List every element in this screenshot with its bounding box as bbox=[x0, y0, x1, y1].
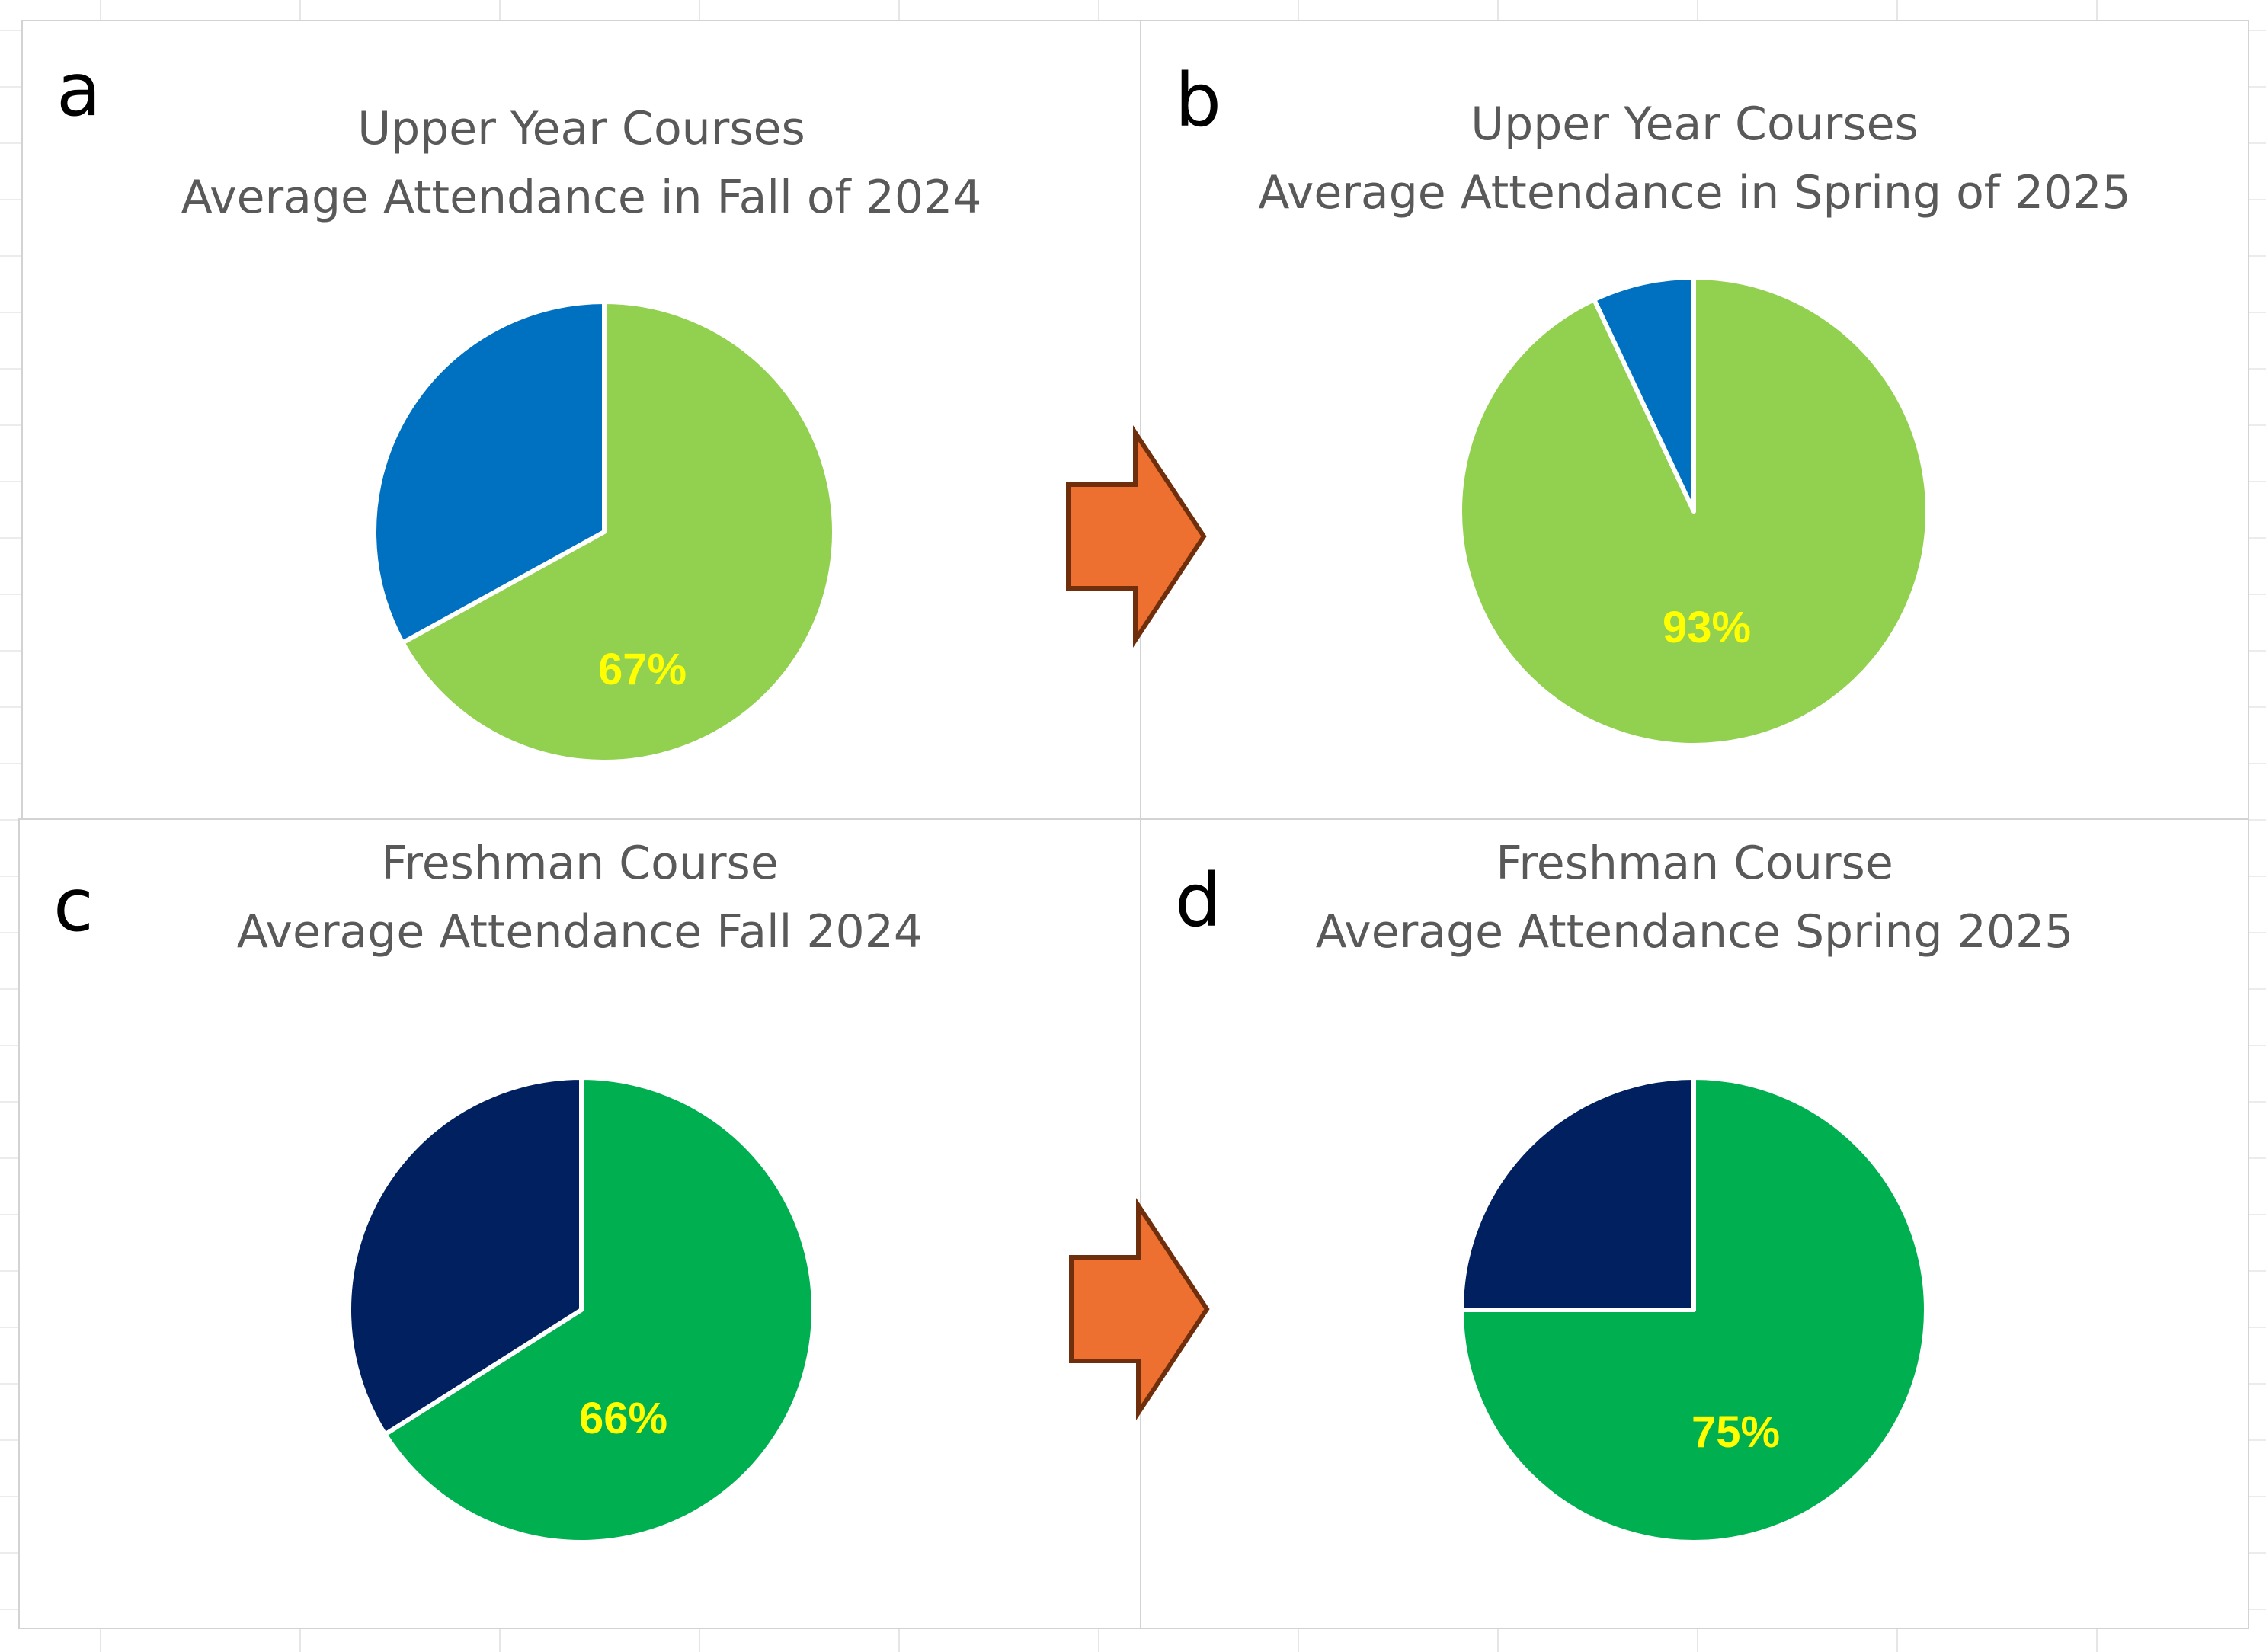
pie-chart-c: 66% bbox=[347, 1075, 816, 1545]
pie-data-label: 75% bbox=[1691, 1407, 1780, 1457]
pie-chart-a: 67% bbox=[372, 299, 837, 764]
arrow-shape bbox=[1066, 425, 1207, 648]
chart-title-c: Freshman Course Average Attendance Fall … bbox=[20, 829, 1140, 966]
chart-panel-a: a Upper Year Courses Average Attendance … bbox=[21, 20, 1141, 820]
chart-title-line-1: Freshman Course bbox=[1496, 837, 1893, 890]
right-arrow-icon bbox=[1069, 1198, 1210, 1420]
panel-letter-c: c bbox=[53, 863, 94, 948]
chart-title-line-2: Average Attendance Spring 2025 bbox=[1315, 905, 2074, 959]
pie-slice-absent bbox=[372, 299, 607, 645]
pie-slice-attended bbox=[382, 1075, 816, 1545]
chart-title-line-1: Upper Year Courses bbox=[1471, 98, 1919, 151]
chart-title-line-2: Average Attendance in Fall of 2024 bbox=[181, 171, 982, 224]
chart-title-a: Upper Year Courses Average Attendance in… bbox=[23, 94, 1140, 232]
chart-title-d: Freshman Course Average Attendance Sprin… bbox=[1141, 829, 2248, 966]
chart-title-line-1: Upper Year Courses bbox=[357, 102, 805, 155]
arrow-shape bbox=[1069, 1198, 1210, 1420]
chart-title-line-2: Average Attendance Fall 2024 bbox=[236, 905, 923, 959]
panel-letter-d: d bbox=[1175, 858, 1221, 943]
pie-slice-absent bbox=[1459, 1075, 1696, 1312]
chart-panel-d: d Freshman Course Average Attendance Spr… bbox=[1140, 818, 2249, 1629]
right-arrow-icon bbox=[1066, 425, 1207, 648]
panel-letter-b: b bbox=[1175, 58, 1221, 143]
pie-slice-attended bbox=[400, 299, 837, 764]
panel-letter-a: a bbox=[56, 47, 101, 133]
chart-title-line-2: Average Attendance in Spring of 2025 bbox=[1258, 166, 2131, 219]
chart-title-b: Upper Year Courses Average Attendance in… bbox=[1141, 90, 2248, 227]
pie-chart-b: 93% bbox=[1458, 275, 1930, 748]
pie-data-label: 66% bbox=[579, 1394, 667, 1443]
pie-data-label: 93% bbox=[1663, 603, 1751, 652]
chart-title-line-1: Freshman Course bbox=[381, 837, 779, 890]
pie-data-label: 67% bbox=[598, 645, 687, 694]
pie-slice-absent bbox=[347, 1075, 584, 1437]
pie-chart-d: 75% bbox=[1459, 1075, 1928, 1545]
chart-panel-c: c Freshman Course Average Attendance Fal… bbox=[18, 818, 1141, 1629]
pie-slice-absent bbox=[1592, 275, 1696, 514]
chart-panel-b: b Upper Year Courses Average Attendance … bbox=[1140, 20, 2249, 820]
